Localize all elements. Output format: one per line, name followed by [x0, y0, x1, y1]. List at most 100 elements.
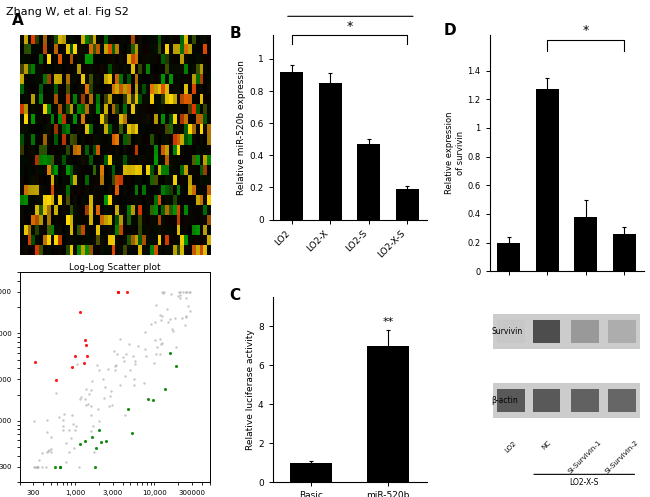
Point [89, 448, 99, 456]
Point [163, 318, 174, 326]
Point [181, 288, 191, 296]
Point [133, 342, 144, 350]
Point [155, 316, 166, 324]
Point [29, 358, 40, 366]
Point [83, 400, 94, 408]
Point [94, 366, 104, 374]
Point [122, 288, 133, 296]
Y-axis label: Relative miR-520b expression: Relative miR-520b expression [237, 60, 246, 195]
Bar [290, 463, 332, 482]
Text: A: A [12, 13, 23, 28]
Point [42, 428, 53, 436]
Point [33, 463, 44, 471]
Point [150, 318, 160, 326]
Point [166, 326, 177, 333]
Point [53, 413, 64, 420]
Point [66, 434, 77, 442]
Bar [608, 320, 636, 343]
Point [150, 336, 161, 344]
Point [120, 372, 131, 380]
Point [93, 405, 103, 413]
Text: Zhang W, et al. Fig S2: Zhang W, et al. Fig S2 [6, 7, 129, 17]
Bar [493, 383, 640, 418]
Point [51, 376, 61, 384]
Point [80, 437, 90, 445]
Text: Survivin: Survivin [491, 327, 523, 335]
Point [86, 427, 96, 435]
Point [149, 359, 159, 367]
Point [150, 350, 161, 358]
Point [113, 288, 124, 296]
Point [171, 362, 181, 370]
Point [160, 385, 170, 393]
Bar [608, 389, 636, 413]
Point [43, 447, 53, 455]
Point [181, 313, 192, 321]
Point [143, 395, 153, 403]
Point [181, 294, 192, 302]
Text: **: ** [382, 317, 394, 327]
Point [70, 426, 80, 434]
Bar [497, 389, 525, 413]
Point [168, 327, 178, 335]
Text: NC: NC [541, 439, 552, 451]
Point [88, 422, 98, 430]
Point [107, 401, 117, 409]
Point [185, 307, 195, 315]
Point [124, 340, 134, 348]
Point [174, 288, 185, 296]
Point [162, 305, 172, 313]
Point [151, 301, 161, 309]
Point [37, 463, 47, 471]
Y-axis label: Relative luciferase activity: Relative luciferase activity [246, 330, 255, 450]
Point [85, 386, 96, 394]
Point [81, 341, 91, 349]
Bar [497, 243, 521, 271]
Bar [319, 83, 342, 220]
Point [51, 389, 62, 397]
Point [104, 402, 114, 410]
Point [139, 379, 150, 387]
Point [68, 420, 79, 428]
Point [121, 350, 131, 358]
Text: Si-Survivin-2: Si-Survivin-2 [604, 439, 640, 475]
Point [86, 433, 97, 441]
Point [100, 383, 110, 391]
Point [110, 366, 120, 374]
Point [75, 308, 85, 316]
Bar [497, 320, 525, 343]
Point [70, 352, 81, 360]
Point [119, 357, 129, 365]
Point [106, 387, 116, 395]
Point [155, 340, 166, 348]
Point [173, 292, 183, 300]
Point [129, 357, 140, 365]
Point [105, 392, 116, 400]
Point [80, 336, 90, 344]
Bar [536, 89, 559, 271]
Point [128, 352, 138, 360]
Point [120, 411, 130, 419]
Text: Si-Survivin-1: Si-Survivin-1 [567, 439, 603, 475]
Point [179, 321, 190, 329]
Point [181, 312, 191, 320]
Point [58, 410, 69, 417]
Point [42, 448, 52, 456]
Point [96, 438, 106, 446]
Point [122, 405, 133, 413]
Point [129, 381, 139, 389]
Point [32, 463, 42, 471]
Point [115, 381, 125, 389]
Point [84, 390, 94, 398]
Point [58, 422, 68, 430]
Text: LO2: LO2 [504, 439, 518, 453]
Point [29, 463, 39, 471]
Point [32, 463, 42, 471]
Point [155, 312, 165, 320]
Point [178, 288, 188, 296]
Point [31, 463, 42, 471]
Point [46, 448, 57, 456]
Bar [571, 389, 599, 413]
Point [115, 335, 125, 343]
Bar [396, 189, 419, 220]
